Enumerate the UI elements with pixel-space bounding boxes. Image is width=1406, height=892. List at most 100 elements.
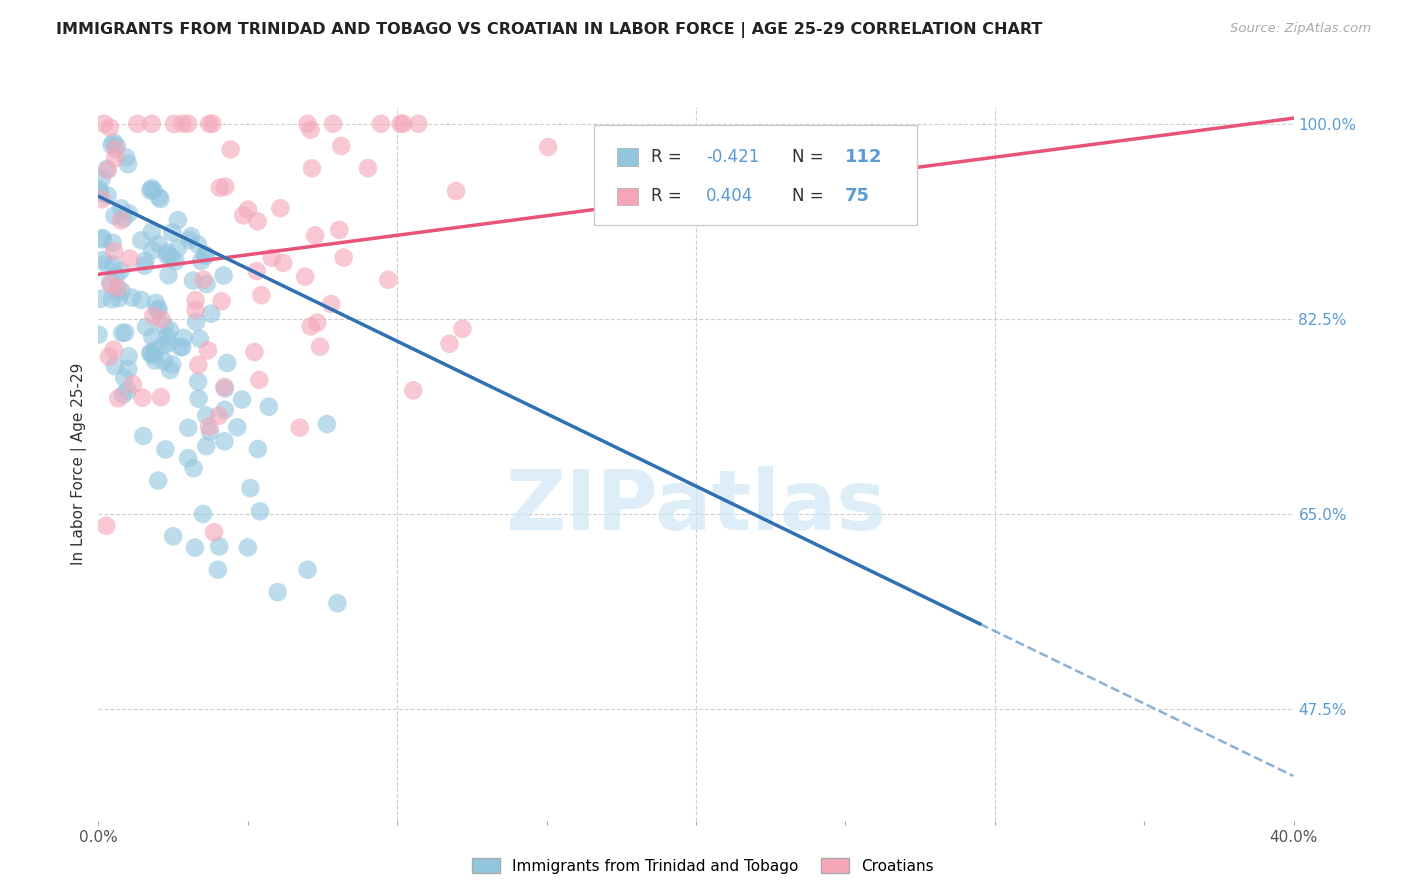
Point — [142, 183, 165, 197]
Point — [155, 442, 177, 457]
Point — [179, 233, 201, 247]
Point — [149, 390, 172, 404]
Point — [249, 504, 271, 518]
Point — [101, 235, 124, 250]
Point — [104, 359, 127, 374]
Point — [198, 117, 221, 131]
Point — [163, 117, 186, 131]
Point — [115, 151, 138, 165]
Point — [121, 377, 143, 392]
Point — [166, 213, 188, 227]
Point — [110, 213, 132, 227]
Point — [153, 354, 176, 368]
Point — [162, 225, 184, 239]
Point — [139, 183, 162, 197]
Point — [257, 400, 280, 414]
Point — [104, 151, 127, 165]
Point — [129, 233, 152, 247]
Point — [537, 140, 560, 154]
Point — [87, 327, 110, 342]
Point — [219, 143, 242, 157]
Point — [451, 322, 474, 336]
Point — [195, 248, 218, 262]
Point — [214, 402, 236, 417]
Point — [160, 250, 183, 264]
FancyBboxPatch shape — [617, 187, 638, 205]
Point — [177, 421, 200, 435]
Point — [195, 277, 218, 292]
Point — [139, 346, 162, 360]
Point — [330, 139, 353, 153]
Point — [301, 161, 323, 176]
Point — [377, 273, 399, 287]
Text: 75: 75 — [845, 187, 870, 205]
Point — [214, 380, 236, 394]
Point — [232, 208, 254, 222]
Point — [160, 358, 183, 372]
Point — [90, 171, 112, 186]
Point — [105, 139, 128, 153]
Text: 112: 112 — [845, 148, 882, 166]
Point — [187, 392, 209, 406]
Point — [104, 142, 127, 156]
Text: IMMIGRANTS FROM TRINIDAD AND TOBAGO VS CROATIAN IN LABOR FORCE | AGE 25-29 CORRE: IMMIGRANTS FROM TRINIDAD AND TOBAGO VS C… — [56, 22, 1043, 38]
Point — [236, 202, 259, 217]
Point — [110, 264, 132, 278]
Point — [156, 248, 179, 262]
Point — [110, 202, 132, 216]
Point — [159, 323, 181, 337]
Point — [111, 284, 134, 298]
Point — [217, 356, 239, 370]
Point — [197, 343, 219, 358]
Point — [100, 277, 122, 292]
Point — [246, 442, 269, 456]
Point — [103, 136, 125, 150]
Point — [304, 228, 326, 243]
Point — [148, 301, 170, 316]
Point — [135, 319, 157, 334]
FancyBboxPatch shape — [595, 125, 917, 225]
Point — [142, 349, 165, 363]
Point — [97, 350, 120, 364]
Point — [141, 117, 163, 131]
Point — [91, 232, 114, 246]
Point — [90, 192, 112, 206]
Point — [299, 319, 322, 334]
Point — [167, 241, 190, 255]
Point — [103, 343, 125, 357]
Point — [169, 340, 191, 354]
Point — [444, 184, 467, 198]
Point — [112, 387, 135, 401]
Point — [208, 540, 231, 554]
Point — [195, 409, 218, 423]
Point — [117, 362, 139, 376]
Point — [328, 223, 350, 237]
Point — [148, 190, 170, 204]
Point — [91, 231, 114, 245]
Point — [103, 244, 125, 259]
Point — [402, 384, 425, 398]
Point — [208, 409, 231, 423]
Point — [96, 188, 118, 202]
Point — [191, 507, 214, 521]
Point — [146, 303, 169, 318]
Point — [181, 274, 204, 288]
Point — [139, 346, 162, 360]
Point — [207, 563, 229, 577]
Point — [187, 375, 209, 389]
Point — [134, 254, 156, 268]
Point — [148, 237, 170, 252]
Point — [156, 245, 179, 260]
Point — [198, 425, 221, 439]
Point — [107, 281, 129, 295]
Point — [294, 269, 316, 284]
Point — [184, 303, 207, 318]
Point — [162, 529, 184, 543]
Text: ZIPatlas: ZIPatlas — [506, 467, 886, 547]
Point — [103, 209, 125, 223]
Point — [91, 253, 114, 268]
Point — [117, 384, 139, 398]
Point — [288, 420, 311, 434]
Point — [97, 163, 120, 178]
Point — [107, 291, 129, 305]
